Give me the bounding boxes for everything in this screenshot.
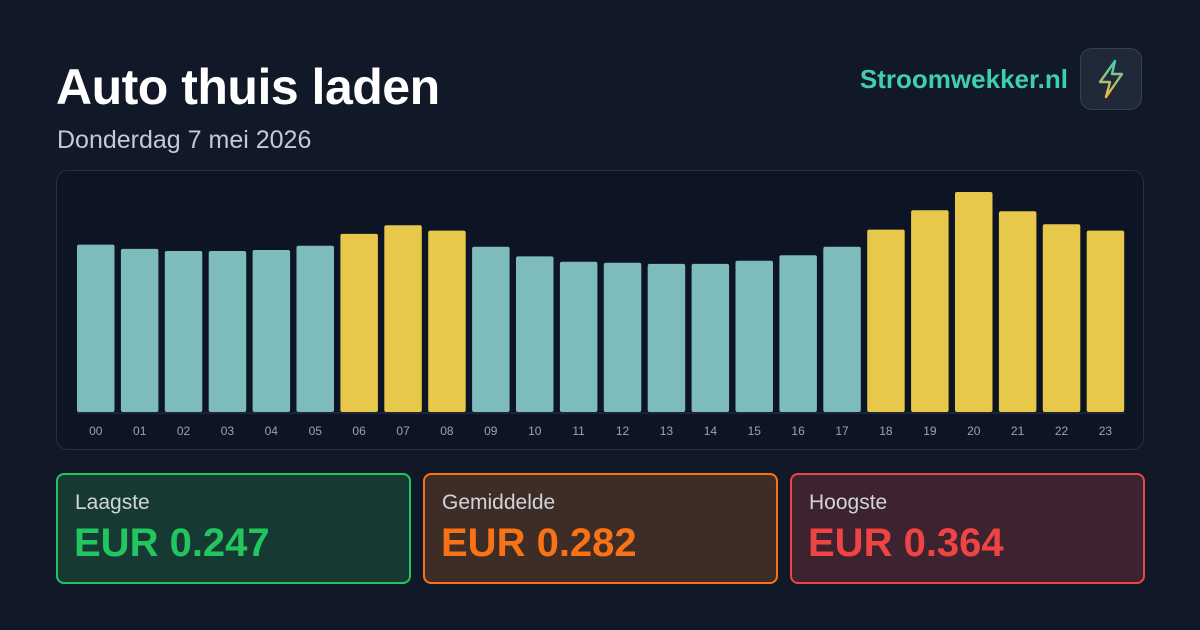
x-tick-label: 16 <box>791 424 805 438</box>
lowest-price-card: Laagste EUR 0.247 <box>56 473 411 584</box>
bar-hour-00 <box>77 244 115 412</box>
average-price-label: Gemiddelde <box>442 491 556 514</box>
highest-price-value: EUR 0.364 <box>808 521 1004 565</box>
bar-hour-23 <box>1086 230 1125 412</box>
x-tick-label: 08 <box>440 424 454 438</box>
x-tick-label: 09 <box>484 424 498 438</box>
page-title: Auto thuis laden <box>56 59 440 115</box>
lightning-bolt-icon <box>1080 48 1142 110</box>
bar-hour-14 <box>691 263 730 412</box>
price-bar-chart: 00 01 02 03 04 05 06 07 08 09 10 11 12 13 14 15 16 17 18 19… <box>77 192 1125 438</box>
x-tick-label: 03 <box>221 424 235 438</box>
x-tick-label: 19 <box>923 424 937 438</box>
price-chart: 00 01 02 03 04 05 06 07 08 09 10 11 12 13 14 15 16 17 18 19… <box>56 170 1144 450</box>
lowest-price-label: Laagste <box>75 491 150 514</box>
x-tick-label: 06 <box>352 424 366 438</box>
x-tick-label: 01 <box>133 424 147 438</box>
bar-hour-04 <box>252 250 291 412</box>
bar-hour-13 <box>647 263 686 412</box>
brand-name[interactable]: Stroomwekker.nl <box>859 64 1068 94</box>
x-tick-label: 11 <box>572 424 585 438</box>
x-tick-label: 10 <box>528 424 542 438</box>
highest-price-card: Hoogste EUR 0.364 <box>790 473 1145 584</box>
bar-hour-17 <box>823 246 861 412</box>
x-tick-label: 22 <box>1055 424 1069 438</box>
bar-hour-12 <box>603 262 642 412</box>
bar-hour-11 <box>559 261 598 412</box>
bar-hour-19 <box>911 210 949 412</box>
bar-hour-05 <box>296 245 334 412</box>
x-tick-label: 18 <box>879 424 893 438</box>
x-tick-label: 07 <box>396 424 410 438</box>
bar-hour-20 <box>955 192 993 412</box>
x-tick-label: 00 <box>89 424 103 438</box>
highest-price-label: Hoogste <box>809 491 888 514</box>
bar-hour-03 <box>208 251 247 412</box>
x-tick-label: 21 <box>1011 424 1025 438</box>
x-tick-label: 02 <box>177 424 191 438</box>
x-tick-label: 17 <box>835 424 849 438</box>
lowest-price-value: EUR 0.247 <box>74 521 270 565</box>
x-tick-label: 14 <box>704 424 718 438</box>
x-tick-label: 20 <box>967 424 981 438</box>
x-tick-label: 12 <box>616 424 630 438</box>
bar-hour-22 <box>1042 224 1081 412</box>
bar-hour-18 <box>867 229 905 412</box>
bar-hour-09 <box>472 246 510 412</box>
page-subtitle-date: Donderdag 7 mei 2026 <box>57 126 312 154</box>
bar-hour-15 <box>735 260 773 412</box>
x-tick-label: 15 <box>748 424 762 438</box>
x-tick-label: 04 <box>265 424 279 438</box>
bar-hour-01 <box>120 248 159 412</box>
average-price-card: Gemiddelde EUR 0.282 <box>423 473 778 584</box>
bar-hour-07 <box>384 225 422 412</box>
bar-hour-06 <box>340 233 378 412</box>
bar-hour-16 <box>779 255 817 412</box>
average-price-value: EUR 0.282 <box>441 521 637 565</box>
x-tick-label: 05 <box>309 424 323 438</box>
bar-hour-02 <box>164 251 203 412</box>
bar-hour-10 <box>516 256 554 412</box>
bar-hour-08 <box>428 230 466 412</box>
bar-hour-21 <box>998 211 1037 412</box>
x-tick-label: 23 <box>1099 424 1113 438</box>
x-tick-label: 13 <box>660 424 674 438</box>
